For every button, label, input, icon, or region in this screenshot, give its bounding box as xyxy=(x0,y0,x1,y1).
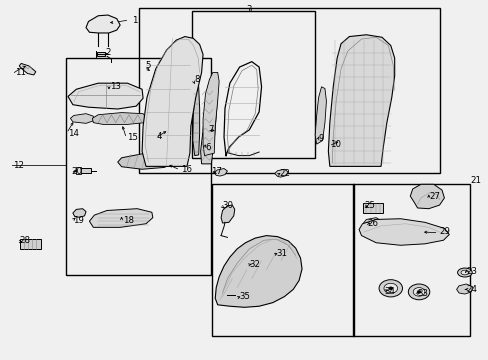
Text: 27: 27 xyxy=(429,192,440,201)
Text: 7: 7 xyxy=(207,125,213,134)
Bar xyxy=(76,167,81,174)
Polygon shape xyxy=(142,37,203,166)
Polygon shape xyxy=(89,209,153,227)
Text: 29: 29 xyxy=(439,228,449,237)
Bar xyxy=(65,58,210,275)
Text: 12: 12 xyxy=(13,161,24,170)
Polygon shape xyxy=(192,80,199,156)
Text: 16: 16 xyxy=(181,165,192,174)
Text: 23: 23 xyxy=(466,267,476,276)
Text: 33: 33 xyxy=(417,289,427,298)
Ellipse shape xyxy=(457,268,471,277)
Text: 17: 17 xyxy=(211,167,222,176)
Circle shape xyxy=(378,280,402,297)
Bar xyxy=(20,239,41,249)
Text: 35: 35 xyxy=(239,292,250,301)
Text: 24: 24 xyxy=(466,285,476,294)
Text: 31: 31 xyxy=(276,249,286,258)
Bar xyxy=(267,255,275,260)
Bar xyxy=(362,203,382,213)
Text: 10: 10 xyxy=(329,140,340,149)
Text: 20: 20 xyxy=(71,167,82,176)
Bar xyxy=(352,184,469,336)
Polygon shape xyxy=(409,184,444,209)
Text: 28: 28 xyxy=(19,237,30,246)
Polygon shape xyxy=(118,152,176,169)
Text: 25: 25 xyxy=(363,201,374,210)
Bar xyxy=(339,149,370,166)
Polygon shape xyxy=(358,219,448,245)
Text: 9: 9 xyxy=(318,134,324,143)
Polygon shape xyxy=(19,63,36,75)
Polygon shape xyxy=(315,87,326,144)
Circle shape xyxy=(388,287,392,290)
Bar xyxy=(97,52,105,56)
Text: 5: 5 xyxy=(145,61,151,70)
Text: 15: 15 xyxy=(127,133,138,142)
Bar xyxy=(139,8,439,173)
Polygon shape xyxy=(215,235,302,307)
Bar xyxy=(249,260,263,267)
Text: 19: 19 xyxy=(73,216,83,225)
Bar xyxy=(273,249,284,256)
Polygon shape xyxy=(274,169,288,177)
Circle shape xyxy=(416,291,420,293)
Polygon shape xyxy=(203,72,219,156)
Text: 34: 34 xyxy=(384,287,395,296)
Polygon shape xyxy=(68,83,143,109)
Polygon shape xyxy=(214,168,227,176)
Polygon shape xyxy=(200,80,217,164)
Circle shape xyxy=(383,283,397,293)
Text: 30: 30 xyxy=(222,201,233,210)
Text: 8: 8 xyxy=(194,75,200,84)
Text: 26: 26 xyxy=(366,219,378,228)
Text: 22: 22 xyxy=(279,169,290,178)
Ellipse shape xyxy=(460,270,468,275)
Polygon shape xyxy=(92,113,147,125)
Circle shape xyxy=(412,288,424,296)
Text: 11: 11 xyxy=(15,68,26,77)
Text: 1: 1 xyxy=(132,16,138,25)
Text: 21: 21 xyxy=(469,176,480,185)
Polygon shape xyxy=(456,284,472,294)
Text: 4: 4 xyxy=(157,132,162,141)
Bar xyxy=(211,184,353,336)
Text: 13: 13 xyxy=(110,82,121,91)
Text: 14: 14 xyxy=(68,129,79,138)
Text: 2: 2 xyxy=(105,48,111,57)
Polygon shape xyxy=(70,114,93,123)
Bar xyxy=(80,168,91,173)
Polygon shape xyxy=(86,15,120,33)
Polygon shape xyxy=(232,289,258,300)
Polygon shape xyxy=(73,209,86,217)
Polygon shape xyxy=(221,205,234,223)
Text: 6: 6 xyxy=(205,143,210,152)
Circle shape xyxy=(407,284,429,300)
Text: 18: 18 xyxy=(122,216,133,225)
Polygon shape xyxy=(363,218,381,228)
Text: 32: 32 xyxy=(249,260,260,269)
Polygon shape xyxy=(328,35,394,166)
Bar xyxy=(192,11,315,158)
Text: 3: 3 xyxy=(246,5,252,14)
